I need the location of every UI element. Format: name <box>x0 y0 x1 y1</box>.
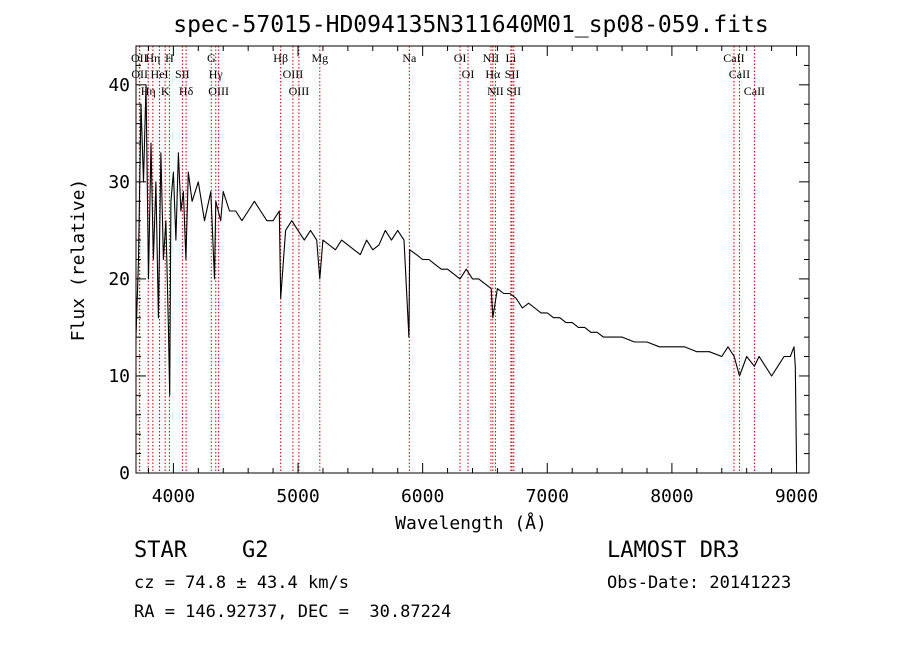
chart-title: spec-57015-HD094135N311640M01_sp08-059.f… <box>173 12 768 38</box>
line-marker-label: Hη <box>141 84 156 98</box>
class-label: STAR <box>134 538 187 563</box>
redshift-text: cz = 74.8 ± 43.4 km/s <box>134 573 349 593</box>
line-marker-label: OI <box>462 67 475 81</box>
y-tick-label: 40 <box>108 75 130 96</box>
x-tick-label: 7000 <box>526 486 569 507</box>
line-marker-label: Hδ <box>179 84 194 98</box>
plot-frame <box>135 45 810 474</box>
plot-area <box>135 84 798 464</box>
line-marker-label: OIII <box>283 67 304 81</box>
line-marker-label: OII <box>131 67 148 81</box>
y-tick-label: 10 <box>108 366 130 387</box>
line-marker-label: Hβ <box>273 51 288 65</box>
line-marker-label: NII <box>487 84 504 98</box>
x-tick-label: 4000 <box>152 486 195 507</box>
line-marker-label: Mg <box>311 51 328 65</box>
x-tick-label: 5000 <box>276 486 319 507</box>
subclass-label: G2 <box>242 538 269 563</box>
obs-date-text: Obs-Date: 20141223 <box>607 573 792 593</box>
line-marker-label: CaII <box>729 67 750 81</box>
line-marker-label: K <box>161 84 170 98</box>
y-axis-label: Flux (relative) <box>68 179 89 342</box>
line-marker-label: OIII <box>208 84 229 98</box>
line-marker-label: SII <box>506 84 521 98</box>
y-tick-label: 0 <box>119 463 130 484</box>
survey-label: LAMOST DR3 <box>607 538 740 563</box>
line-marker-label: SII <box>175 67 190 81</box>
line-marker-label: Hγ <box>209 67 224 81</box>
line-marker-label: CaII <box>744 84 765 98</box>
line-marker-label: OI <box>454 51 467 65</box>
line-marker-label: OIII <box>289 84 310 98</box>
y-tick-label: 20 <box>108 269 130 290</box>
line-marker-label: Hα <box>485 67 501 81</box>
line-marker-label: H <box>165 51 174 65</box>
line-marker-label: HeI <box>151 67 169 81</box>
x-tick-label: 9000 <box>775 486 818 507</box>
x-tick-label: 6000 <box>401 486 444 507</box>
line-marker-label: Na <box>402 51 417 65</box>
coordinates-text: RA = 146.92737, DEC = 30.87224 <box>134 602 452 622</box>
y-tick-label: 30 <box>108 172 130 193</box>
axes: 4000 5000 6000 7000 8000 9000 0 10 20 30 40 <box>108 45 818 507</box>
x-axis-label: Wavelength (Å) <box>395 512 547 534</box>
line-marker-label: Hη <box>145 51 160 65</box>
line-marker-label: CaII <box>723 51 744 65</box>
line-marker-label: G <box>207 51 216 65</box>
line-marker-label: NII <box>483 51 500 65</box>
line-marker-label: Li <box>506 51 517 65</box>
x-tick-label: 8000 <box>650 486 693 507</box>
line-marker-label: SII <box>505 67 520 81</box>
spectrum-line <box>135 84 798 464</box>
